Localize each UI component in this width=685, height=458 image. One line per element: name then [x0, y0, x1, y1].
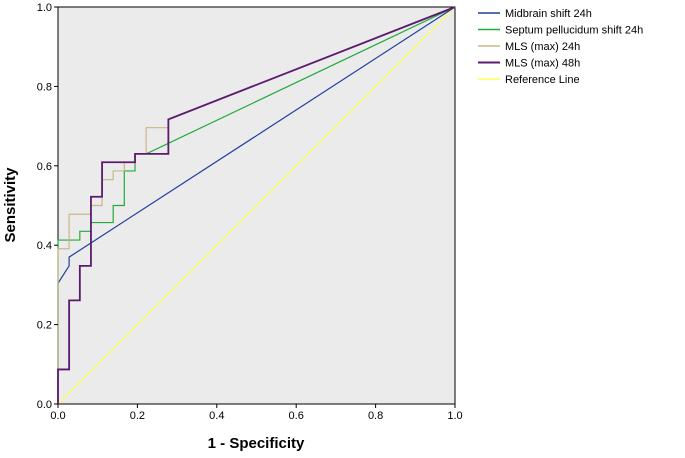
y-axis-title: Sensitivity — [2, 167, 19, 243]
x-axis-title: 1 - Specificity — [208, 435, 305, 452]
x-tick-label: 1.0 — [447, 410, 462, 422]
legend-label-septum-pellucidum-shift-24h: Septum pellucidum shift 24h — [505, 25, 643, 37]
x-tick-label: 0.2 — [130, 410, 145, 422]
x-tick-label: 0.6 — [289, 410, 304, 422]
y-tick-label: 0.2 — [37, 320, 52, 332]
legend-label-midbrain-shift-24h: Midbrain shift 24h — [505, 8, 592, 20]
axis-layer: 0.0 0.2 0.4 0.6 0.8 1.0 0.0 0.2 0.4 0.6 0.8 1.0 — [37, 2, 463, 422]
legend: Midbrain shift 24h Septum pellucidum shif… — [478, 8, 643, 86]
series-line-reference-line — [57, 6, 456, 405]
y-tick-label: 0.0 — [37, 399, 52, 411]
y-tick-label: 0.8 — [37, 81, 52, 93]
x-tick-label: 0.8 — [368, 410, 383, 422]
legend-label-reference-line: Reference Line — [505, 74, 580, 86]
series-line-mls-max-48h — [57, 6, 456, 404]
series-line-mls-max-24h — [57, 6, 456, 404]
series-layer — [57, 6, 456, 405]
legend-label-mls-max-48h: MLS (max) 48h — [505, 58, 580, 70]
x-tick-label: 0.4 — [209, 410, 224, 422]
y-tick-label: 1.0 — [37, 2, 52, 14]
legend-label-mls-max-24h: MLS (max) 24h — [505, 41, 580, 53]
x-tick-label: 0.0 — [50, 410, 65, 422]
y-tick-label: 0.4 — [37, 240, 52, 252]
y-tick-label: 0.6 — [37, 161, 52, 173]
